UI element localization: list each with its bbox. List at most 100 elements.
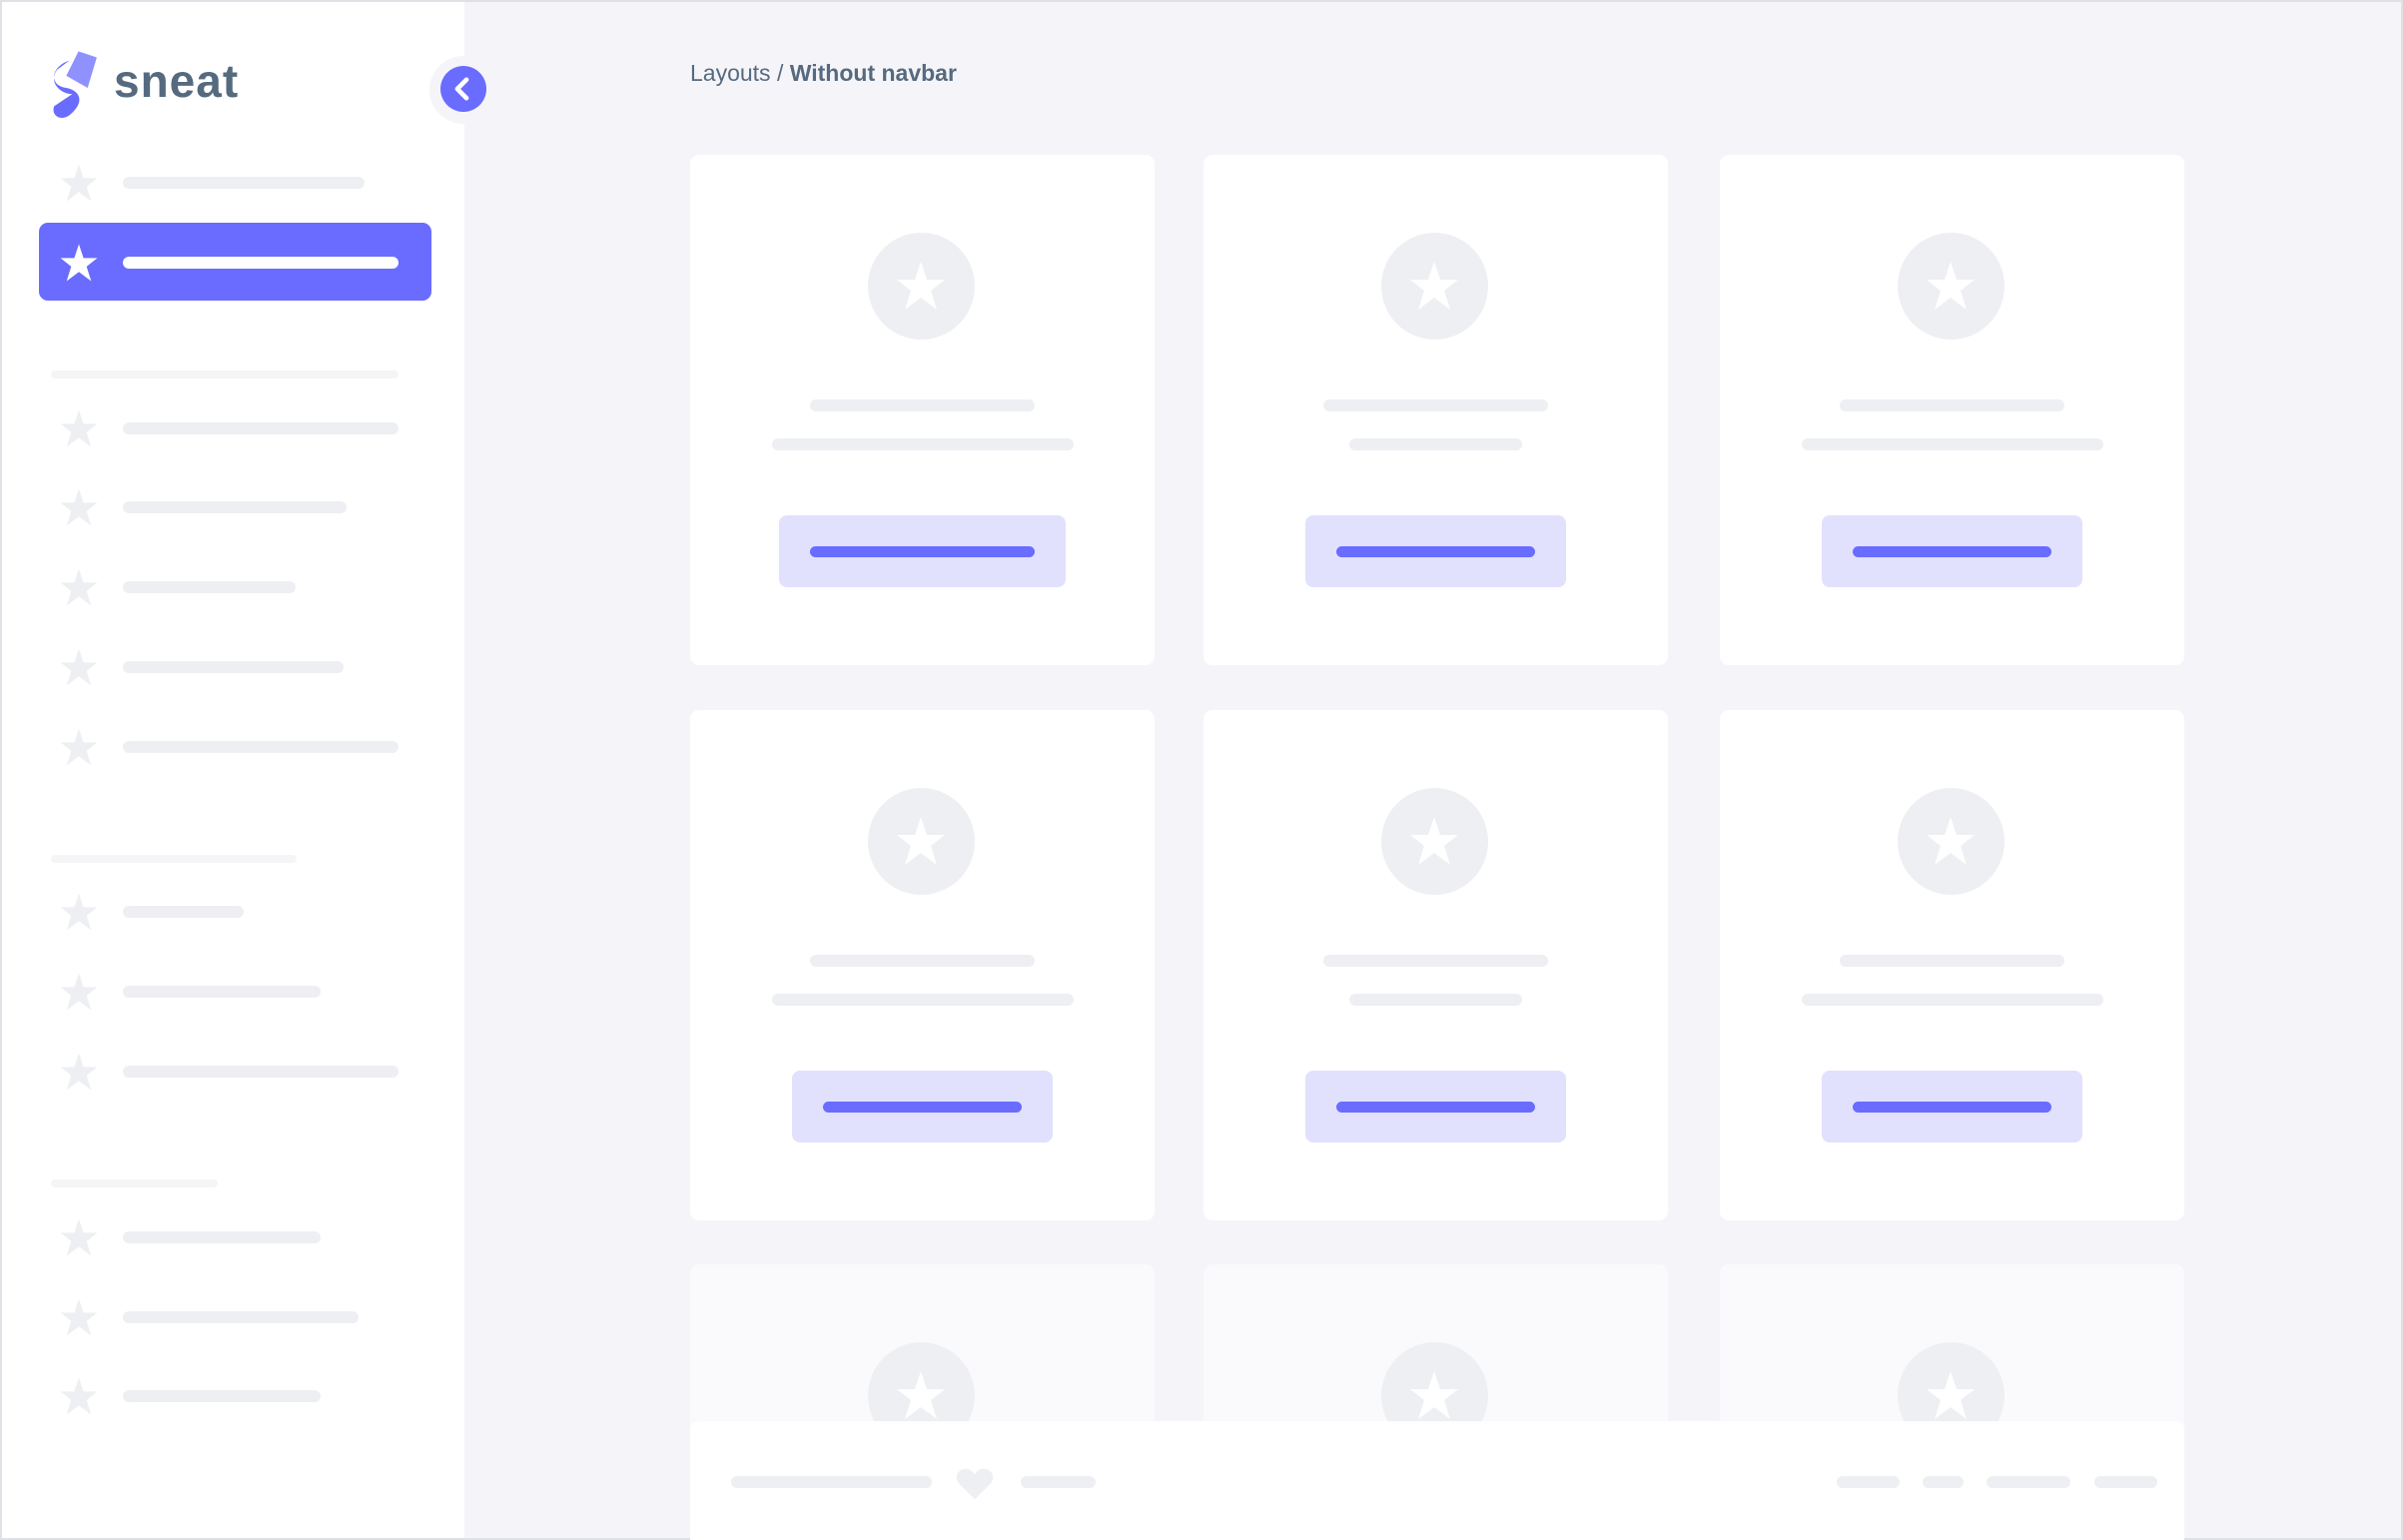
menu-item-icon <box>59 647 99 687</box>
menu-item[interactable] <box>123 741 399 753</box>
menu-item-icon <box>59 1052 99 1092</box>
card-text-skeleton <box>1349 438 1522 450</box>
card-text-skeleton <box>1802 438 2103 450</box>
breadcrumb: Layouts / Without navbar <box>690 60 957 87</box>
menu-item-icon <box>59 408 99 448</box>
heart-icon <box>956 1468 994 1500</box>
card-title-skeleton <box>1323 955 1548 967</box>
footer-link-skeleton[interactable] <box>1923 1476 1964 1488</box>
card-text-skeleton <box>1802 994 2103 1006</box>
menu-item[interactable] <box>123 422 399 434</box>
footer-link-skeleton[interactable] <box>1021 1476 1096 1488</box>
footer-link-skeleton[interactable] <box>1987 1476 2070 1488</box>
brand-name: sneat <box>114 55 240 107</box>
menu-item[interactable] <box>123 1231 321 1243</box>
menu-item[interactable] <box>123 1390 321 1402</box>
card-button-label-skeleton <box>1853 546 2051 557</box>
sidebar: sneat <box>2 2 464 1538</box>
card-button-label-skeleton <box>823 1102 1022 1113</box>
menu-item[interactable] <box>123 906 244 918</box>
card <box>1203 155 1668 665</box>
menu-item-icon <box>59 243 99 283</box>
star-icon <box>60 973 98 1011</box>
card-avatar <box>1381 788 1488 895</box>
menu-section-header <box>51 855 297 863</box>
breadcrumb-separator: / <box>776 60 784 86</box>
card <box>1720 710 2184 1220</box>
menu-item[interactable] <box>123 501 347 513</box>
star-icon <box>1410 817 1458 865</box>
star-icon <box>1927 1371 1975 1419</box>
card <box>1720 155 2184 665</box>
card-button-label-skeleton <box>810 546 1035 557</box>
menu-item-icon <box>59 163 99 203</box>
star-icon <box>60 1218 98 1256</box>
card-button[interactable] <box>779 515 1066 587</box>
menu-item[interactable] <box>123 1066 399 1078</box>
card-button[interactable] <box>1822 1071 2082 1143</box>
card-avatar <box>1898 233 2004 340</box>
footer-link-skeleton[interactable] <box>1837 1476 1900 1488</box>
card-button[interactable] <box>1822 515 2082 587</box>
card-button-label-skeleton <box>1336 1102 1535 1113</box>
sneat-logo-icon <box>45 48 103 122</box>
menu-item-icon <box>59 1217 99 1257</box>
menu-item-icon <box>59 487 99 527</box>
star-icon <box>897 817 945 865</box>
card-text-skeleton <box>772 994 1074 1006</box>
star-icon <box>897 262 945 310</box>
footer-text-skeleton <box>731 1476 932 1488</box>
card-avatar <box>868 233 975 340</box>
footer <box>690 1421 2184 1540</box>
star-icon <box>1927 817 1975 865</box>
card-title-skeleton <box>1323 399 1548 411</box>
menu-item[interactable] <box>123 581 296 593</box>
star-icon <box>60 164 98 202</box>
card <box>690 710 1155 1220</box>
menu-section-header <box>51 1179 218 1187</box>
star-icon <box>60 568 98 606</box>
breadcrumb-parent[interactable]: Layouts <box>690 60 771 86</box>
card-avatar <box>868 788 975 895</box>
card <box>1203 710 1668 1220</box>
card-button-label-skeleton <box>1336 546 1535 557</box>
footer-link-skeleton[interactable] <box>2094 1476 2157 1488</box>
menu-section-header <box>51 371 399 379</box>
star-icon <box>1410 262 1458 310</box>
card-button[interactable] <box>1305 515 1566 587</box>
star-icon <box>60 244 98 282</box>
menu-item[interactable] <box>123 177 365 189</box>
star-icon <box>60 488 98 526</box>
star-icon <box>1410 1371 1458 1419</box>
card-title-skeleton <box>810 955 1035 967</box>
card-button-label-skeleton <box>1853 1102 2051 1113</box>
star-icon <box>60 728 98 766</box>
menu-item[interactable] <box>123 1311 359 1323</box>
star-icon <box>60 1053 98 1091</box>
card-title-skeleton <box>1840 955 2064 967</box>
star-icon <box>60 893 98 931</box>
star-icon <box>1927 262 1975 310</box>
card-text-skeleton <box>1349 994 1522 1006</box>
star-icon <box>60 648 98 686</box>
star-icon <box>897 1371 945 1419</box>
card-avatar <box>1381 233 1488 340</box>
menu-item[interactable] <box>123 986 321 998</box>
chevron-left-icon <box>454 77 469 101</box>
menu-item-icon <box>59 972 99 1012</box>
star-icon <box>60 1298 98 1336</box>
card-button[interactable] <box>1305 1071 1566 1143</box>
menu-item-icon <box>59 1297 99 1337</box>
card-title-skeleton <box>1840 399 2064 411</box>
star-icon <box>60 409 98 447</box>
breadcrumb-current: Without navbar <box>789 60 957 86</box>
menu-item-icon <box>59 1376 99 1416</box>
card <box>690 155 1155 665</box>
sidebar-toggle-button[interactable] <box>440 66 486 112</box>
menu-item[interactable] <box>123 661 344 673</box>
menu-item-icon <box>59 727 99 767</box>
card-button[interactable] <box>792 1071 1053 1143</box>
menu-item[interactable] <box>123 257 399 269</box>
menu-item-icon <box>59 892 99 932</box>
